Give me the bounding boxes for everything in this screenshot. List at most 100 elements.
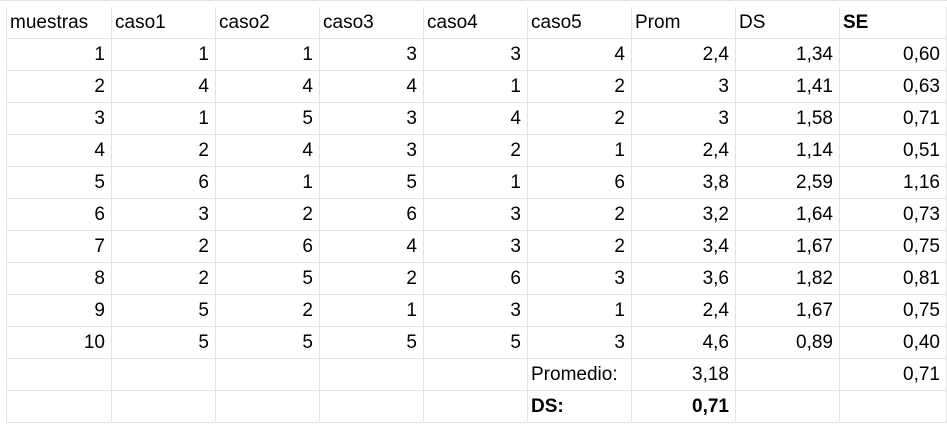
cell-caso2[interactable]: 6 <box>216 231 320 263</box>
cell-caso2[interactable]: 5 <box>216 327 320 359</box>
cell-caso4[interactable]: 3 <box>424 295 528 327</box>
cell-caso5[interactable]: 1 <box>528 295 632 327</box>
cell-ds[interactable]: 2,59 <box>736 167 840 199</box>
cell-prom[interactable]: 3,6 <box>632 263 736 295</box>
empty-cell[interactable] <box>216 391 320 423</box>
empty-cell[interactable] <box>736 359 840 391</box>
cell-caso4[interactable]: 2 <box>424 135 528 167</box>
cell-muestras[interactable]: 1 <box>6 39 112 71</box>
promedio-label[interactable]: Promedio: <box>528 359 632 391</box>
cell-prom[interactable]: 3,2 <box>632 199 736 231</box>
cell-ds[interactable]: 1,34 <box>736 39 840 71</box>
cell-prom[interactable]: 4,6 <box>632 327 736 359</box>
cell-ds[interactable]: 1,67 <box>736 295 840 327</box>
cell-caso5[interactable]: 6 <box>528 167 632 199</box>
cell-caso3[interactable]: 4 <box>320 231 424 263</box>
cell-caso2[interactable]: 4 <box>216 135 320 167</box>
cell-caso5[interactable]: 2 <box>528 199 632 231</box>
promedio-value[interactable]: 3,18 <box>632 359 736 391</box>
cell-muestras[interactable]: 9 <box>6 295 112 327</box>
cell-caso3[interactable]: 6 <box>320 199 424 231</box>
empty-cell[interactable] <box>840 391 947 423</box>
cell-caso3[interactable]: 2 <box>320 263 424 295</box>
header-cell-caso4[interactable]: caso4 <box>424 7 528 39</box>
cell-caso2[interactable]: 1 <box>216 167 320 199</box>
cell-ds[interactable]: 1,14 <box>736 135 840 167</box>
cell-se[interactable]: 0,75 <box>840 295 947 327</box>
cell-caso4[interactable]: 4 <box>424 103 528 135</box>
cell-caso1[interactable]: 4 <box>112 71 216 103</box>
cell-caso3[interactable]: 3 <box>320 103 424 135</box>
header-cell-muestras[interactable]: muestras <box>6 7 112 39</box>
cell-muestras[interactable]: 10 <box>6 327 112 359</box>
empty-cell[interactable] <box>6 391 112 423</box>
cell-caso5[interactable]: 2 <box>528 231 632 263</box>
cell-prom[interactable]: 3 <box>632 71 736 103</box>
cell-ds[interactable]: 1,82 <box>736 263 840 295</box>
header-cell-caso1[interactable]: caso1 <box>112 7 216 39</box>
cell-muestras[interactable]: 5 <box>6 167 112 199</box>
cell-caso3[interactable]: 3 <box>320 39 424 71</box>
cell-caso4[interactable]: 6 <box>424 263 528 295</box>
header-cell-caso5[interactable]: caso5 <box>528 7 632 39</box>
cell-caso3[interactable]: 5 <box>320 327 424 359</box>
cell-caso2[interactable]: 5 <box>216 263 320 295</box>
cell-caso5[interactable]: 2 <box>528 103 632 135</box>
header-cell-prom[interactable]: Prom <box>632 7 736 39</box>
cell-muestras[interactable]: 2 <box>6 71 112 103</box>
cell-prom[interactable]: 3,8 <box>632 167 736 199</box>
cell-caso3[interactable]: 1 <box>320 295 424 327</box>
cell-caso5[interactable]: 4 <box>528 39 632 71</box>
empty-cell[interactable] <box>320 359 424 391</box>
cell-se[interactable]: 0,81 <box>840 263 947 295</box>
cell-caso2[interactable]: 2 <box>216 199 320 231</box>
empty-cell[interactable] <box>320 391 424 423</box>
header-cell-ds[interactable]: DS <box>736 7 840 39</box>
empty-cell[interactable] <box>736 391 840 423</box>
empty-cell[interactable] <box>216 359 320 391</box>
cell-caso4[interactable]: 3 <box>424 199 528 231</box>
cell-muestras[interactable]: 3 <box>6 103 112 135</box>
header-cell-caso3[interactable]: caso3 <box>320 7 424 39</box>
cell-caso5[interactable]: 3 <box>528 327 632 359</box>
cell-prom[interactable]: 2,4 <box>632 39 736 71</box>
cell-caso1[interactable]: 1 <box>112 103 216 135</box>
ds-value[interactable]: 0,71 <box>632 391 736 423</box>
cell-caso1[interactable]: 6 <box>112 167 216 199</box>
cell-caso2[interactable]: 4 <box>216 71 320 103</box>
cell-caso5[interactable]: 3 <box>528 263 632 295</box>
cell-ds[interactable]: 1,58 <box>736 103 840 135</box>
empty-cell[interactable] <box>424 359 528 391</box>
cell-se[interactable]: 0,71 <box>840 103 947 135</box>
cell-caso2[interactable]: 1 <box>216 39 320 71</box>
cell-prom[interactable]: 2,4 <box>632 135 736 167</box>
cell-ds[interactable]: 1,41 <box>736 71 840 103</box>
cell-se[interactable]: 0,51 <box>840 135 947 167</box>
cell-caso1[interactable]: 2 <box>112 135 216 167</box>
cell-se[interactable]: 0,63 <box>840 71 947 103</box>
header-cell-se[interactable]: SE <box>840 7 947 39</box>
empty-cell[interactable] <box>112 359 216 391</box>
cell-caso1[interactable]: 1 <box>112 39 216 71</box>
cell-caso3[interactable]: 4 <box>320 71 424 103</box>
cell-prom[interactable]: 3 <box>632 103 736 135</box>
cell-caso1[interactable]: 5 <box>112 327 216 359</box>
empty-cell[interactable] <box>424 391 528 423</box>
cell-caso2[interactable]: 2 <box>216 295 320 327</box>
cell-se[interactable]: 1,16 <box>840 167 947 199</box>
cell-caso4[interactable]: 1 <box>424 71 528 103</box>
cell-caso1[interactable]: 2 <box>112 231 216 263</box>
cell-caso5[interactable]: 1 <box>528 135 632 167</box>
ds-label[interactable]: DS: <box>528 391 632 423</box>
cell-prom[interactable]: 2,4 <box>632 295 736 327</box>
cell-ds[interactable]: 0,89 <box>736 327 840 359</box>
cell-muestras[interactable]: 4 <box>6 135 112 167</box>
cell-caso2[interactable]: 5 <box>216 103 320 135</box>
cell-prom[interactable]: 3,4 <box>632 231 736 263</box>
cell-caso4[interactable]: 3 <box>424 231 528 263</box>
empty-cell[interactable] <box>112 391 216 423</box>
cell-caso1[interactable]: 2 <box>112 263 216 295</box>
cell-ds[interactable]: 1,67 <box>736 231 840 263</box>
cell-caso4[interactable]: 3 <box>424 39 528 71</box>
cell-se[interactable]: 0,40 <box>840 327 947 359</box>
